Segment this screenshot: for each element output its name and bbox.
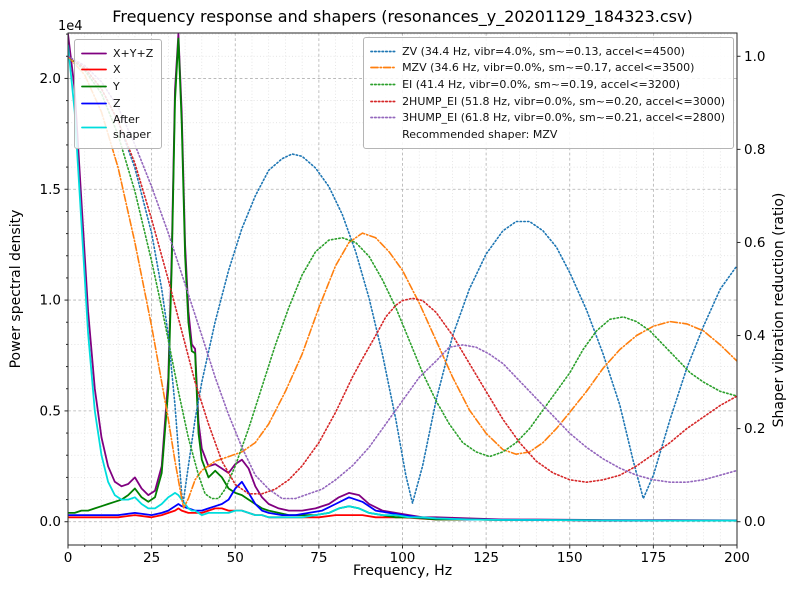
legend-label: ZV (34.4 Hz, vibr=4.0%, sm~=0.13, accel<… bbox=[402, 44, 685, 58]
legend-shapers: ZV (34.4 Hz, vibr=4.0%, sm~=0.13, accel<… bbox=[363, 37, 734, 149]
x-tick-label: 200 bbox=[724, 550, 750, 566]
legend-swatch bbox=[370, 100, 396, 102]
y-left-tick-label: 1.0 bbox=[40, 293, 61, 309]
x-tick-label: 150 bbox=[557, 550, 583, 566]
legend-swatch bbox=[81, 102, 107, 104]
series-line-zv bbox=[68, 55, 737, 504]
legend-item: Z bbox=[81, 96, 153, 111]
y-left-tick-label: 0.0 bbox=[40, 514, 61, 530]
series-line-2hump_ei bbox=[68, 55, 737, 495]
y-right-tick-label: 0.6 bbox=[744, 235, 765, 251]
legend-label: Z bbox=[113, 96, 121, 110]
y-right-tick-label: 1.0 bbox=[744, 49, 765, 65]
axis-tick-labels: 0 25 50 75 100 125 150 175 200 0.0 0.5 1.0 1.5 2.0 0.0… bbox=[40, 49, 766, 566]
legend-swatch bbox=[81, 85, 107, 88]
y-left-axis-label: Power spectral density bbox=[8, 209, 24, 369]
x-tick-label: 50 bbox=[227, 550, 244, 566]
series-line-sum bbox=[68, 33, 737, 522]
series-line-mzv bbox=[68, 55, 737, 509]
legend-swatch bbox=[81, 68, 107, 71]
legend-label: X+Y+Z bbox=[113, 46, 154, 60]
legend-swatch bbox=[370, 116, 396, 119]
x-tick-label: 125 bbox=[473, 550, 499, 566]
x-tick-label: 0 bbox=[64, 550, 73, 566]
legend-item: 2HUMP_EI (51.8 Hz, vibr=0.0%, sm~=0.20, … bbox=[370, 94, 725, 109]
legend-swatch-blank bbox=[370, 129, 396, 140]
legend-item: After shaper bbox=[81, 112, 153, 142]
x-tick-label: 25 bbox=[143, 550, 160, 566]
y-right-tick-label: 0.4 bbox=[744, 328, 765, 344]
y-right-tick-label: 0.2 bbox=[744, 421, 765, 437]
legend-item: X+Y+Z bbox=[81, 46, 153, 61]
legend-label: Y bbox=[113, 79, 120, 93]
legend-item: ZV (34.4 Hz, vibr=4.0%, sm~=0.13, accel<… bbox=[370, 44, 725, 59]
series-line-y bbox=[68, 37, 737, 522]
y-left-tick-label: 1.5 bbox=[40, 182, 61, 198]
legend-label: After shaper bbox=[113, 113, 151, 142]
legend-item: Recommended shaper: MZV bbox=[370, 127, 725, 142]
y-right-tick-label: 0.0 bbox=[744, 514, 765, 530]
legend-psd: X+Y+Z X Y Z After shaper bbox=[74, 39, 163, 150]
x-tick-label: 75 bbox=[310, 550, 327, 566]
legend-item: 3HUMP_EI (61.8 Hz, vibr=0.0%, sm~=0.21, … bbox=[370, 110, 725, 125]
y-left-tick-label: 0.5 bbox=[40, 403, 61, 419]
legend-swatch bbox=[81, 52, 107, 54]
legend-label: MZV (34.6 Hz, vibr=0.0%, sm~=0.17, accel… bbox=[402, 61, 695, 75]
x-axis-label: Frequency, Hz bbox=[352, 563, 453, 579]
legend-item: X bbox=[81, 62, 153, 77]
axis-ticks bbox=[64, 33, 741, 549]
x-tick-label: 175 bbox=[640, 550, 666, 566]
y-left-tick-label: 2.0 bbox=[40, 71, 61, 87]
series-line-after_shaper bbox=[68, 44, 737, 522]
x-tick-label: 100 bbox=[390, 550, 416, 566]
legend-item: Y bbox=[81, 79, 153, 94]
legend-item: MZV (34.6 Hz, vibr=0.0%, sm~=0.17, accel… bbox=[370, 60, 725, 75]
y-right-tick-label: 0.8 bbox=[744, 142, 765, 158]
legend-swatch bbox=[370, 50, 396, 52]
chart-title: Frequency response and shapers (resonanc… bbox=[112, 7, 693, 26]
y-right-axis-label: Shaper vibration reduction (ratio) bbox=[771, 192, 787, 428]
series-line-3hump_ei bbox=[68, 55, 737, 500]
legend-swatch bbox=[370, 66, 396, 69]
y-axis-offset-text: 1e4 bbox=[58, 19, 83, 34]
legend-label: 3HUMP_EI (61.8 Hz, vibr=0.0%, sm~=0.21, … bbox=[402, 111, 725, 125]
legend-label: 2HUMP_EI (51.8 Hz, vibr=0.0%, sm~=0.20, … bbox=[402, 94, 725, 108]
legend-label: EI (41.4 Hz, vibr=0.0%, sm~=0.19, accel<… bbox=[402, 77, 681, 91]
legend-item: EI (41.4 Hz, vibr=0.0%, sm~=0.19, accel<… bbox=[370, 77, 725, 92]
legend-label: Recommended shaper: MZV bbox=[402, 127, 558, 141]
legend-swatch bbox=[81, 126, 107, 129]
series-line-ei bbox=[68, 55, 737, 500]
legend-swatch bbox=[370, 83, 396, 86]
legend-label: X bbox=[113, 63, 121, 77]
